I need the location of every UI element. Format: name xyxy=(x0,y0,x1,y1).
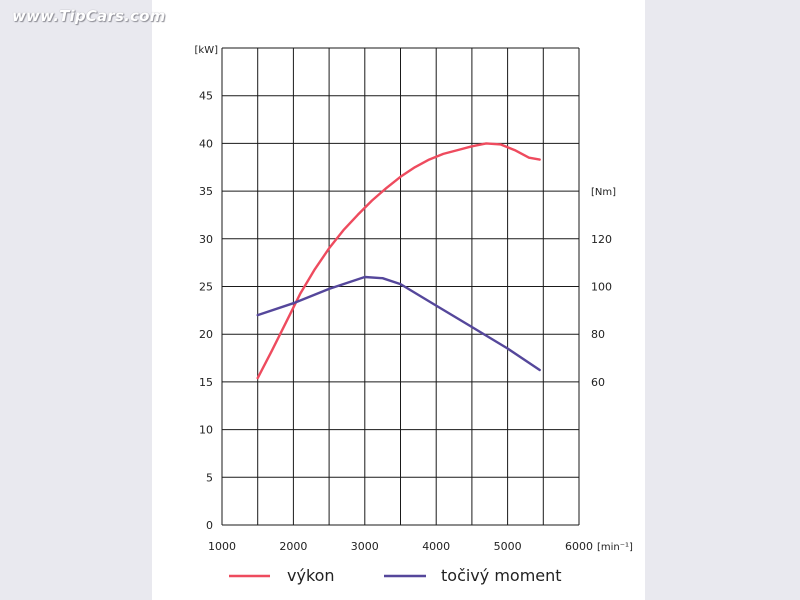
watermark-logo: www.TipCars.com xyxy=(12,7,166,25)
y-left-tick-label: 10 xyxy=(199,424,213,437)
y-right-tick-label: 120 xyxy=(591,233,612,246)
y-left-tick-label: 0 xyxy=(206,519,213,532)
x-tick-label: 6000 xyxy=(565,540,593,553)
y-left-unit-label: [kW] xyxy=(195,45,219,56)
y-left-tick-label: 35 xyxy=(199,185,213,198)
x-tick-label: 2000 xyxy=(279,540,307,553)
y-left-tick-label: 25 xyxy=(199,281,213,294)
y-right-unit-label: [Nm] xyxy=(591,187,616,198)
y-left-tick-label: 5 xyxy=(206,471,213,484)
power-series-line xyxy=(256,142,541,380)
x-tick-label: 4000 xyxy=(422,540,450,553)
x-unit-label: [min⁻¹] xyxy=(597,542,633,553)
y-left-tick-label: 45 xyxy=(199,90,213,103)
torque-series-line xyxy=(256,275,541,372)
y-right-tick-label: 80 xyxy=(591,328,605,341)
y-left-tick-label: 30 xyxy=(199,233,213,246)
y-right-tick-label: 60 xyxy=(591,376,605,389)
y-left-tick-label: 40 xyxy=(199,137,213,150)
legend-label-power: výkon xyxy=(287,566,335,585)
x-tick-label: 5000 xyxy=(494,540,522,553)
y-left-tick-label: 15 xyxy=(199,376,213,389)
legend-label-torque: točivý moment xyxy=(441,566,562,585)
x-tick-label: 1000 xyxy=(208,540,236,553)
y-left-tick-label: 20 xyxy=(199,328,213,341)
x-tick-label: 3000 xyxy=(351,540,379,553)
y-right-tick-label: 100 xyxy=(591,281,612,294)
chart-paper xyxy=(152,0,645,600)
